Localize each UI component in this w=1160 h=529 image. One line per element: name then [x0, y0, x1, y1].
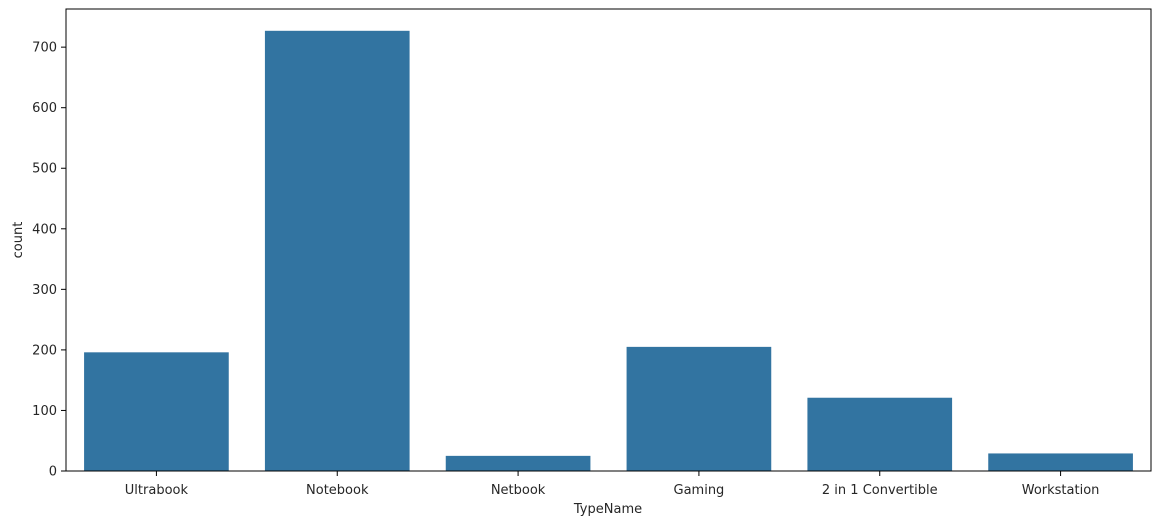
y-tick-label: 400 — [32, 222, 57, 237]
x-tick-label: Ultrabook — [125, 483, 189, 498]
x-tick-label: Notebook — [306, 483, 369, 498]
y-tick-label: 200 — [32, 343, 57, 358]
bar-gaming — [626, 346, 772, 471]
bar-2-in-1-convertible — [807, 397, 953, 471]
y-tick-label: 100 — [32, 404, 57, 419]
x-tick-label: Gaming — [674, 483, 725, 498]
y-axis: 0 100 200 300 400 500 600 700 — [32, 41, 66, 480]
x-axis: Ultrabook Notebook Netbook Gaming 2 in 1 Con… — [125, 471, 1100, 498]
bars-layer — [84, 30, 1133, 472]
y-axis-label: count — [11, 222, 26, 259]
y-tick-label: 700 — [32, 41, 57, 56]
bar-notebook — [264, 30, 410, 472]
y-tick-label: 500 — [32, 162, 57, 177]
y-tick-label: 0 — [49, 465, 57, 480]
bar-netbook — [445, 455, 591, 471]
y-tick-label: 300 — [32, 283, 57, 298]
bar-ultrabook — [84, 352, 229, 471]
x-tick-label: 2 in 1 Convertible — [822, 483, 938, 498]
x-tick-label: Netbook — [491, 483, 546, 498]
x-tick-label: Workstation — [1022, 483, 1100, 498]
plot-frame — [65, 8, 1152, 472]
x-axis-label: TypeName — [573, 502, 642, 517]
y-tick-label: 600 — [32, 101, 57, 116]
bar-workstation — [988, 453, 1133, 471]
